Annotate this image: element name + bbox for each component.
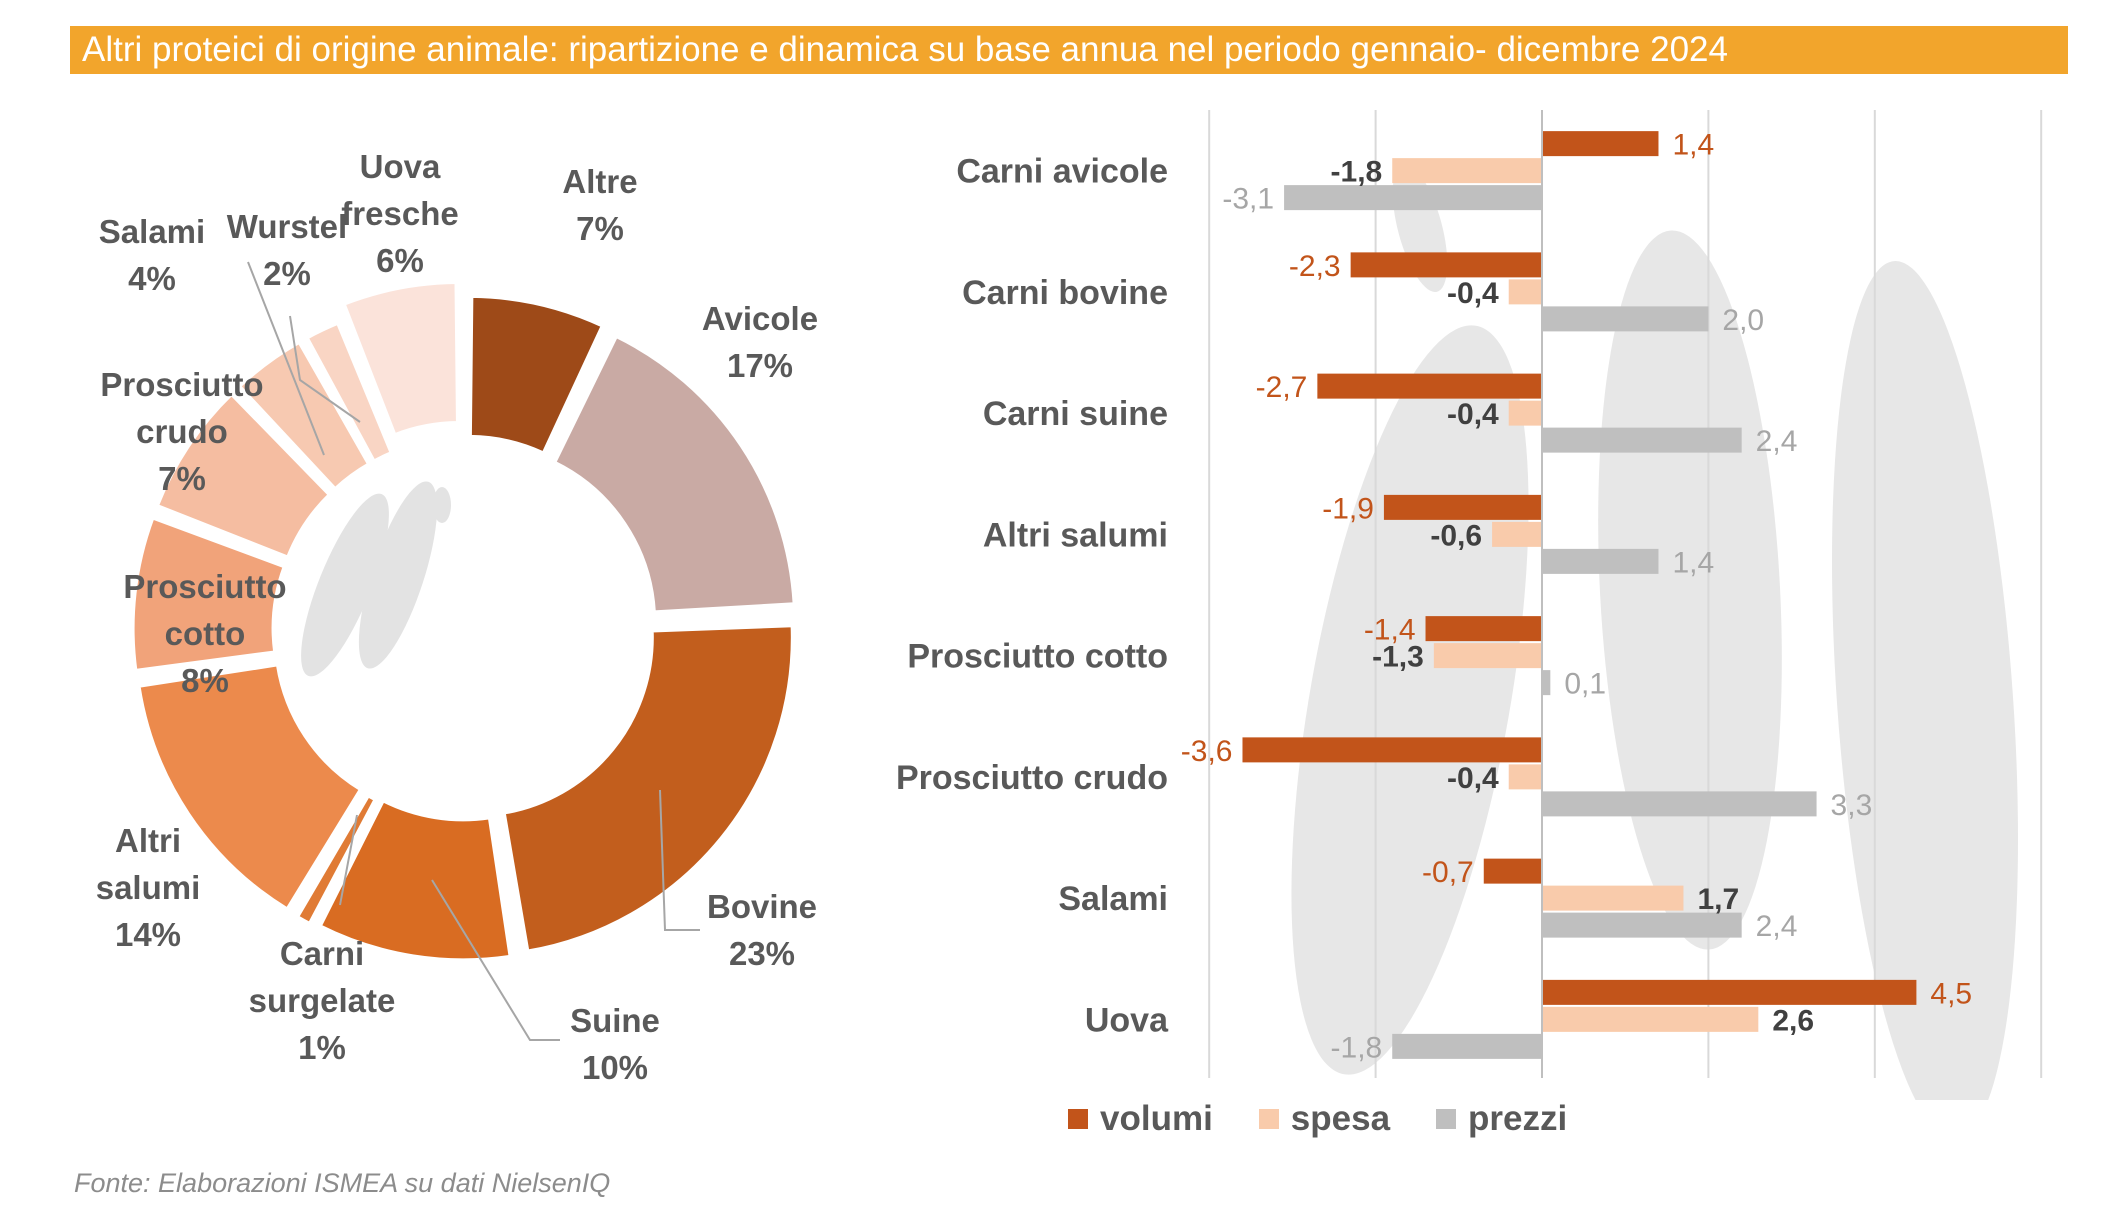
value-label-prezzi-uova: -1,8 xyxy=(1331,1031,1383,1064)
legend-swatch-spesa xyxy=(1258,1109,1279,1129)
category-label-salami: Salami xyxy=(1058,880,1168,918)
pie-slice-altri-salumi xyxy=(137,663,363,911)
pie-slice-avicole xyxy=(552,334,796,614)
value-label-prezzi-carni-avicole: -3,1 xyxy=(1222,183,1274,216)
pie-label-uova-fresche: Uova fresche 6% xyxy=(341,148,458,279)
bar-spesa-carni-suine xyxy=(1508,400,1542,426)
bar-volumi-carni-bovine xyxy=(1350,252,1542,278)
legend-item-prezzi: prezzi xyxy=(1436,1099,1567,1139)
watermark-logo xyxy=(1291,163,2018,1100)
legend-label-prezzi: prezzi xyxy=(1468,1099,1568,1138)
leader-line-suine xyxy=(431,879,560,1041)
value-label-volumi-prosciutto-cotto: -1,4 xyxy=(1364,614,1416,647)
value-label-prezzi-carni-bovine: 2,0 xyxy=(1722,304,1764,337)
value-label-spesa-carni-suine: -0,4 xyxy=(1447,398,1499,431)
bar-prezzi-prosciutto-cotto xyxy=(1542,670,1551,696)
leader-line-carni-surgelate xyxy=(339,814,358,906)
pie-slice-prosciutto-cotto xyxy=(131,516,287,673)
bar-prezzi-salami xyxy=(1542,912,1742,938)
value-label-volumi-carni-avicole: 1,4 xyxy=(1672,129,1714,162)
bar-spesa-carni-avicole xyxy=(1392,158,1542,184)
value-label-prezzi-carni-suine: 2,4 xyxy=(1756,425,1798,458)
pie-slice-wurstel xyxy=(305,321,394,463)
bar-chart: Carni avicole Carni bovine Carni suine Altr… xyxy=(896,110,2043,1100)
pie-label-bovine: Bovine 23% xyxy=(707,888,817,972)
category-label-altri-salumi: Altri salumi xyxy=(983,516,1168,554)
bar-volumi-prosciutto-cotto xyxy=(1425,616,1542,642)
bar-prezzi-uova xyxy=(1392,1033,1542,1059)
value-label-spesa-salami: 1,7 xyxy=(1697,883,1739,916)
value-label-volumi-carni-bovine: -2,3 xyxy=(1289,250,1341,283)
bar-prezzi-altri-salumi xyxy=(1542,548,1659,574)
bar-spesa-altri-salumi xyxy=(1492,521,1542,547)
pie-label-wurstel: Wurstel 2% xyxy=(227,208,347,292)
bar-spesa-prosciutto-crudo xyxy=(1508,764,1542,790)
pie-slice-uova-fresche xyxy=(342,281,459,437)
bar-prezzi-prosciutto-crudo xyxy=(1542,791,1817,817)
value-label-prezzi-salami: 2,4 xyxy=(1756,910,1798,943)
value-label-volumi-uova: 4,5 xyxy=(1930,977,1972,1010)
bar-prezzi-carni-bovine xyxy=(1542,306,1709,332)
value-label-volumi-prosciutto-crudo: -3,6 xyxy=(1181,735,1233,768)
pie-label-suine: Suine 10% xyxy=(570,1002,660,1086)
pie-label-prosciutto-crudo: Prosciutto crudo 7% xyxy=(100,366,263,497)
category-label-carni-suine: Carni suine xyxy=(983,395,1168,433)
bar-prezzi-carni-avicole xyxy=(1284,185,1542,211)
pie-label-prosciutto-cotto: Prosciutto cotto 8% xyxy=(123,568,286,699)
category-label-prosciutto-crudo: Prosciutto crudo xyxy=(896,759,1168,797)
donut-chart: Altre 7% Avicole 17% Bovine 23% Suine 10% Carni s… xyxy=(96,148,818,1086)
legend-swatch-prezzi xyxy=(1436,1109,1457,1129)
bar-volumi-salami xyxy=(1483,858,1542,884)
title-bar: Altri proteici di origine animale: ripar… xyxy=(70,26,2068,74)
value-label-spesa-uova: 2,6 xyxy=(1772,1004,1814,1037)
leader-line-salami xyxy=(247,261,325,456)
value-label-spesa-prosciutto-cotto: -1,3 xyxy=(1372,641,1424,674)
chart-title: Altri proteici di origine animale: ripar… xyxy=(82,30,1728,69)
pie-slice-altre xyxy=(468,294,605,455)
value-label-volumi-altri-salumi: -1,9 xyxy=(1322,492,1374,525)
category-label-prosciutto-cotto: Prosciutto cotto xyxy=(907,638,1168,676)
bar-spesa-uova xyxy=(1542,1006,1759,1032)
bar-volumi-altri-salumi xyxy=(1383,494,1542,520)
bar-volumi-prosciutto-crudo xyxy=(1242,737,1542,763)
leader-line-wurstel xyxy=(289,315,361,423)
value-label-volumi-salami: -0,7 xyxy=(1422,856,1474,889)
value-label-spesa-carni-avicole: -1,8 xyxy=(1331,156,1383,189)
chart-legend: volumi spesa prezzi xyxy=(1068,1097,1567,1141)
pie-slice-suine xyxy=(318,798,512,962)
legend-item-volumi: volumi xyxy=(1068,1099,1213,1139)
pie-label-carni-surgelate: Carni surgelate 1% xyxy=(249,935,396,1066)
leader-line-bovine xyxy=(659,789,700,931)
category-label-carni-bovine: Carni bovine xyxy=(962,274,1168,312)
source-note: Fonte: Elaborazioni ISMEA su dati Nielse… xyxy=(74,1168,611,1198)
pie-slice-bovine xyxy=(502,624,794,953)
value-label-prezzi-altri-salumi: 1,4 xyxy=(1672,546,1714,579)
value-label-prezzi-prosciutto-crudo: 3,3 xyxy=(1831,789,1873,822)
legend-label-spesa: spesa xyxy=(1290,1099,1391,1138)
pie-label-avicole: Avicole 17% xyxy=(702,300,818,384)
bar-spesa-prosciutto-cotto xyxy=(1433,643,1542,669)
bar-prezzi-carni-suine xyxy=(1542,427,1742,453)
pie-label-salami: Salami 4% xyxy=(99,213,205,297)
pie-label-altre: Altre 7% xyxy=(562,163,637,247)
value-label-spesa-altri-salumi: -0,6 xyxy=(1430,519,1482,552)
bar-volumi-carni-avicole xyxy=(1542,131,1659,157)
pie-slice-carni-surgelate xyxy=(295,793,378,926)
value-label-volumi-carni-suine: -2,7 xyxy=(1256,371,1308,404)
legend-label-volumi: volumi xyxy=(1100,1099,1213,1138)
pie-slice-prosciutto-crudo xyxy=(155,392,332,559)
bar-spesa-salami xyxy=(1542,885,1684,911)
category-label-carni-avicole: Carni avicole xyxy=(956,153,1168,191)
watermark-logo xyxy=(301,481,451,677)
pie-label-altri-salumi: Altri salumi 14% xyxy=(96,822,201,953)
category-label-uova: Uova xyxy=(1085,1001,1169,1039)
legend-swatch-volumi xyxy=(1068,1109,1088,1129)
bar-spesa-carni-bovine xyxy=(1508,279,1542,305)
value-label-prezzi-prosciutto-cotto: 0,1 xyxy=(1564,668,1606,701)
legend-item-spesa: spesa xyxy=(1258,1099,1391,1139)
value-label-spesa-carni-bovine: -0,4 xyxy=(1447,277,1499,310)
value-label-spesa-prosciutto-crudo: -0,4 xyxy=(1447,762,1499,795)
bar-volumi-uova xyxy=(1542,979,1917,1005)
bar-volumi-carni-suine xyxy=(1317,373,1542,399)
